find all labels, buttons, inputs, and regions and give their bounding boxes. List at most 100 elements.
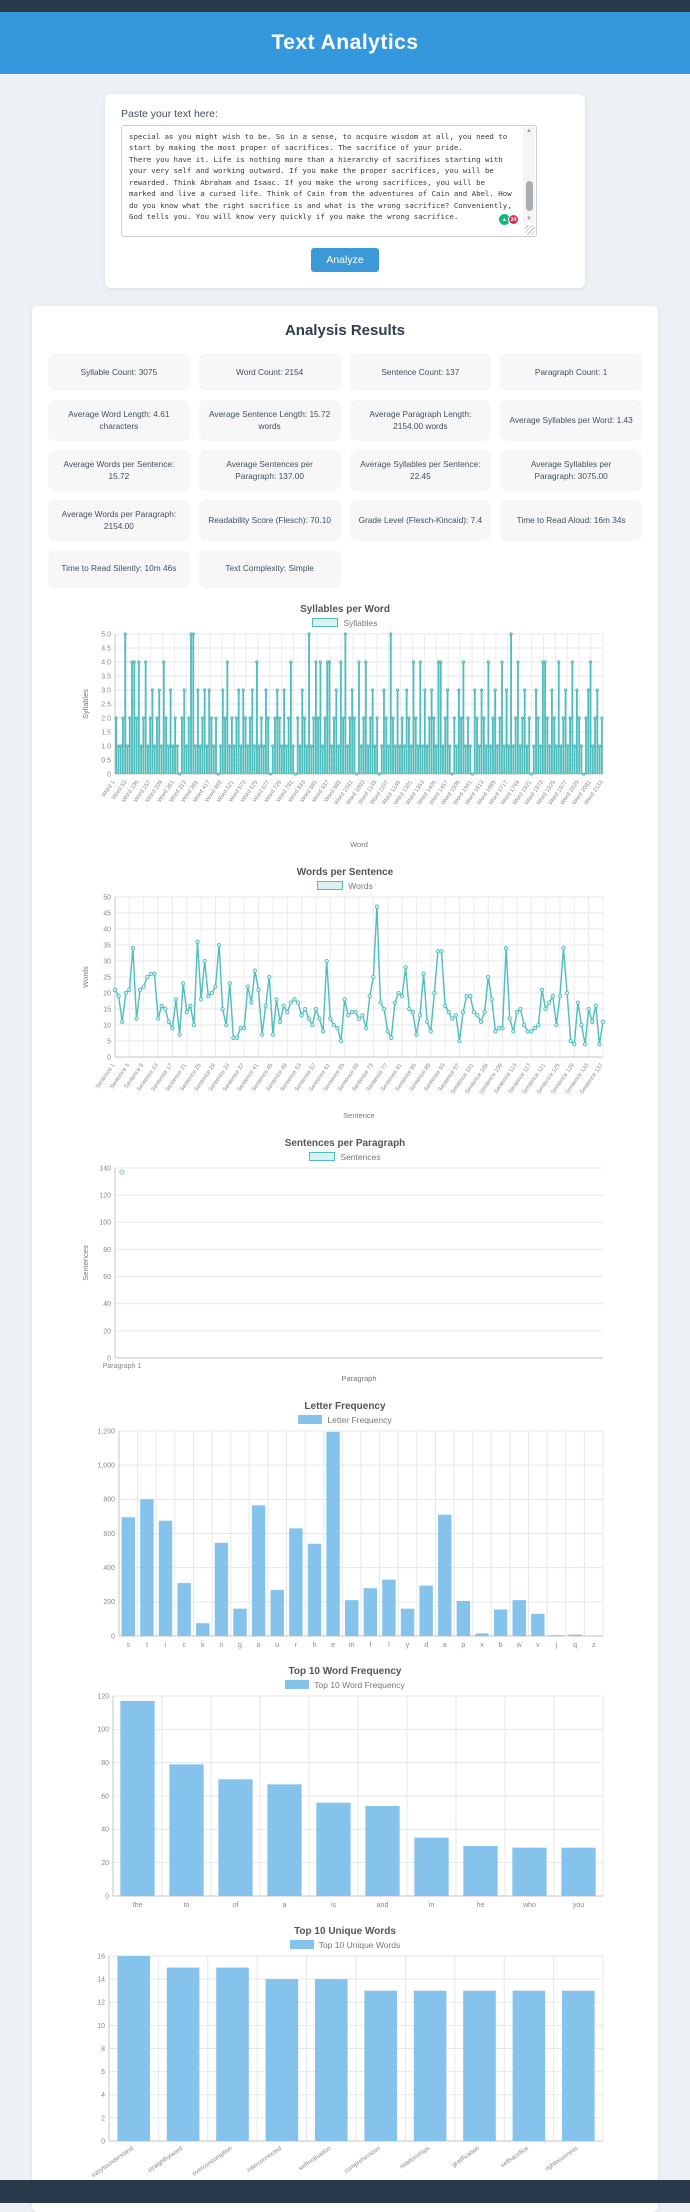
svg-text:x: x [480,1642,484,1649]
textarea-wrapper: special as you might wish to be. So in a… [121,125,537,237]
grammar-checker-widget[interactable]: ▲ 24 [499,214,519,225]
analyze-button[interactable]: Analyze [311,248,378,272]
svg-text:the: the [133,1902,143,1909]
svg-text:c: c [182,1642,186,1649]
svg-text:of: of [233,1902,239,1909]
legend-swatch [298,1415,322,1424]
legend-swatch [285,1680,309,1689]
svg-text:0.5: 0.5 [101,757,111,764]
svg-text:80: 80 [103,1246,111,1253]
svg-text:u: u [275,1642,279,1649]
scroll-down-icon[interactable]: ▼ [526,216,532,222]
scrollbar-thumb[interactable] [526,181,533,211]
svg-text:40: 40 [103,926,111,933]
svg-text:2.5: 2.5 [101,701,111,708]
legend-label: Words [348,881,372,891]
chart-title: Letter Frequency [65,1401,625,1412]
svg-text:k: k [201,1642,205,1649]
stat-card: Average Sentence Length: 15.72 words [199,400,341,441]
svg-text:n: n [219,1642,223,1649]
legend-swatch [317,881,343,890]
svg-text:120: 120 [97,1693,109,1700]
svg-text:he: he [477,1902,485,1909]
resize-grip-icon[interactable] [525,225,535,235]
svg-text:g: g [238,1642,242,1649]
stat-card: Time to Read Aloud: 16m 34s [500,500,642,541]
legend-label: Letter Frequency [327,1415,391,1425]
bottom-dark-bar [0,2180,690,2203]
svg-text:Syllables: Syllables [81,688,90,718]
chart-legend: Letter Frequency [65,1415,625,1425]
svg-text:60: 60 [101,1793,109,1800]
svg-text:30: 30 [103,958,111,965]
top-dark-bar [0,0,690,12]
stat-card: Readability Score (Flesch): 70.10 [199,500,341,541]
svg-text:5.0: 5.0 [101,631,111,638]
svg-text:easytounderstand: easytounderstand [91,2144,136,2178]
svg-text:s: s [127,1642,131,1649]
chart-top-10-unique-words: Top 10 Unique Words Top 10 Unique Words … [65,1926,625,2189]
stat-card: Average Words per Paragraph: 2154.00 [48,500,190,541]
svg-text:800: 800 [103,1496,115,1503]
svg-text:comprehension: comprehension [343,2144,382,2174]
svg-text:40: 40 [101,1826,109,1833]
svg-text:h: h [313,1642,317,1649]
svg-text:a: a [443,1642,447,1649]
svg-text:8: 8 [101,2046,105,2053]
svg-text:20: 20 [103,1328,111,1335]
svg-text:20: 20 [101,1860,109,1867]
chart-legend: Top 10 Word Frequency [65,1680,625,1690]
svg-text:in: in [429,1902,435,1909]
legend-label: Top 10 Word Frequency [314,1680,405,1690]
textarea-scrollbar[interactable]: ▲ ▼ [523,127,535,223]
svg-text:l: l [388,1642,390,1649]
stat-card: Average Words per Sentence: 15.72 [48,450,190,491]
svg-text:25: 25 [103,974,111,981]
svg-text:45: 45 [103,910,111,917]
svg-text:10: 10 [97,2022,105,2029]
legend-swatch [312,618,338,627]
stat-card: Time to Read Silently: 10m 46s [48,550,190,588]
svg-text:who: who [522,1902,536,1909]
svg-text:and: and [377,1902,389,1909]
svg-text:100: 100 [99,1219,111,1226]
svg-text:o: o [257,1642,261,1649]
chart-title: Top 10 Word Frequency [65,1666,625,1677]
svg-text:w: w [516,1642,523,1649]
svg-text:12: 12 [97,1999,105,2006]
text-input[interactable]: special as you might wish to be. So in a… [121,125,537,237]
svg-text:p: p [461,1642,465,1649]
svg-text:q: q [573,1642,577,1649]
svg-text:to: to [184,1902,190,1909]
svg-text:Paragraph: Paragraph [341,1374,376,1383]
grammar-error-count-badge[interactable]: 24 [508,214,519,225]
svg-text:selfevaluation: selfevaluation [297,2144,332,2172]
svg-text:straightforward: straightforward [147,2144,185,2174]
svg-text:1,200: 1,200 [97,1428,115,1435]
svg-text:40: 40 [103,1301,111,1308]
text-input-card: Paste your text here: special as you mig… [105,94,585,288]
svg-text:selfsacrifice: selfsacrifice [500,2144,531,2169]
scroll-up-icon[interactable]: ▲ [526,128,532,134]
stat-card: Average Syllables per Sentence: 22.45 [350,450,492,491]
chart-legend: Syllables [65,618,625,628]
svg-text:14: 14 [97,1976,105,1983]
svg-text:m: m [349,1642,355,1649]
stat-card: Text Complexity: Simple [199,550,341,588]
svg-text:35: 35 [103,942,111,949]
stat-card: Average Sentences per Paragraph: 137.00 [199,450,341,491]
stat-card: Paragraph Count: 1 [500,353,642,391]
svg-text:5: 5 [107,1038,111,1045]
svg-text:600: 600 [103,1531,115,1538]
chart-legend: Top 10 Unique Words [65,1940,625,1950]
